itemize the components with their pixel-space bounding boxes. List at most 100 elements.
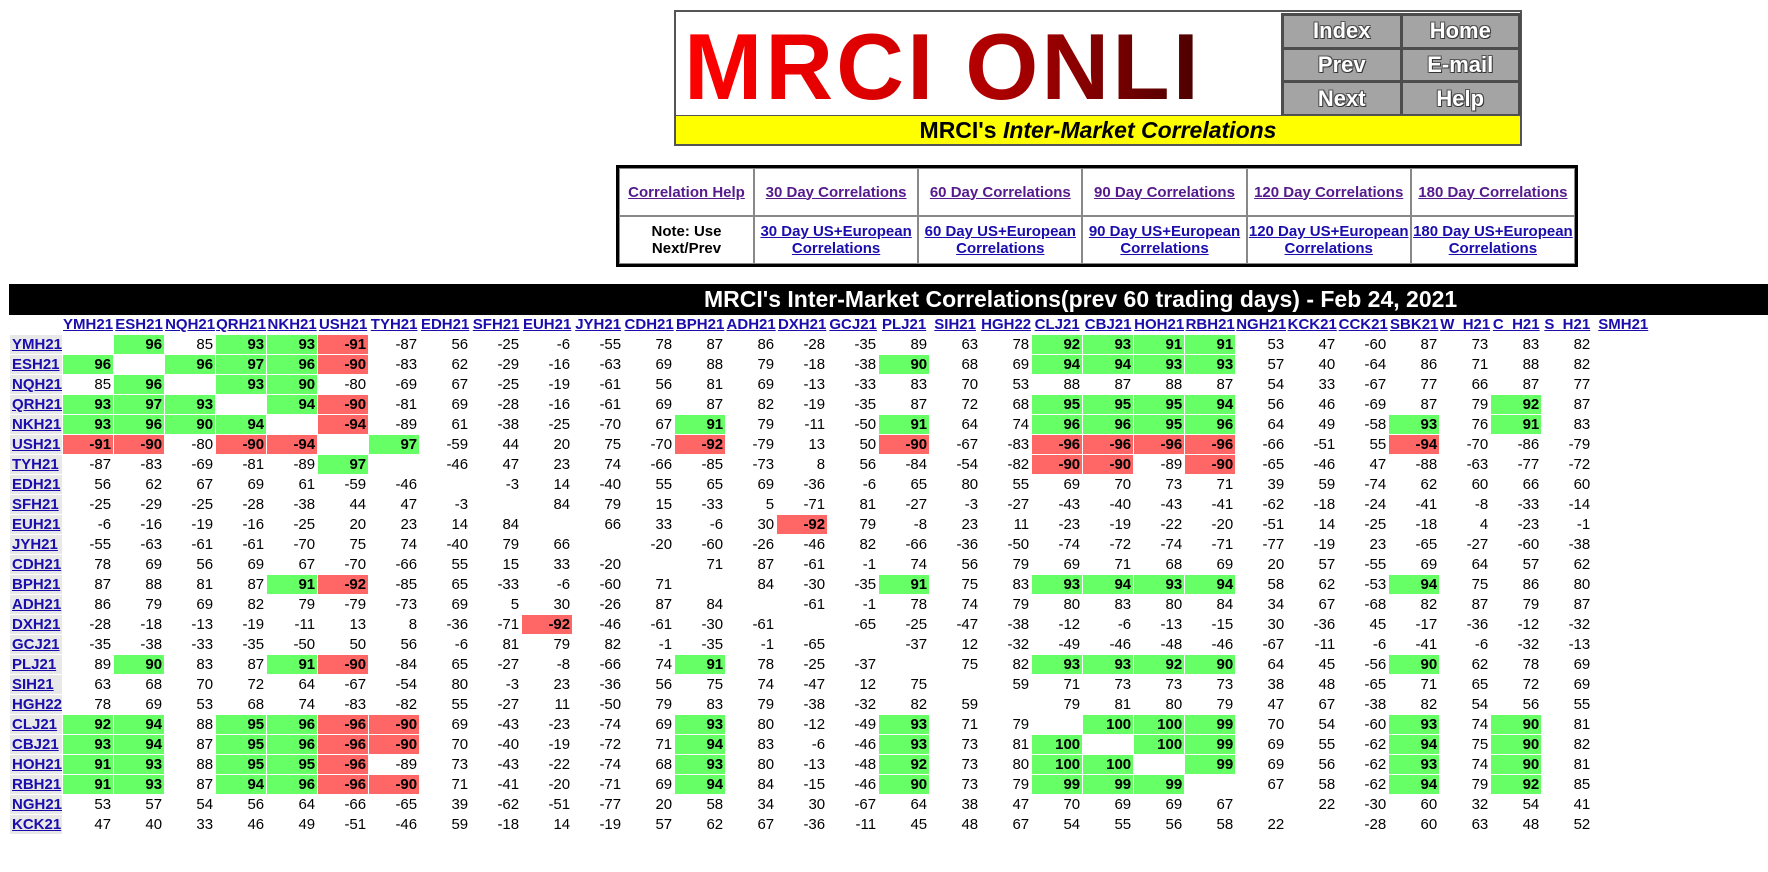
60-day-us-european-link[interactable]: 60 Day US+European Correlations — [924, 223, 1076, 257]
correlation-cell: 47 — [94, 816, 112, 833]
column-header-link[interactable]: CLJ21 — [1034, 316, 1080, 333]
row-header-link[interactable]: NGH21 — [12, 796, 63, 813]
120-day-correlations-link[interactable]: 120 Day Correlations — [1254, 183, 1404, 201]
column-header: SMH21 — [1593, 315, 1653, 334]
column-header-link[interactable]: CCK21 — [1338, 316, 1388, 333]
row-header-link[interactable]: USH21 — [12, 436, 61, 453]
column-header-link[interactable]: DXH21 — [777, 316, 827, 333]
row-header-link[interactable]: CBJ21 — [12, 736, 59, 753]
correlation-cell: -59 — [446, 436, 469, 453]
column-header-link[interactable]: YMH21 — [63, 316, 114, 333]
row-header-link[interactable]: KCK21 — [12, 816, 62, 833]
180-day-correlations-link[interactable]: 180 Day Correlations — [1418, 183, 1568, 201]
row-header-link[interactable]: EDH21 — [12, 476, 61, 493]
correlation-cell: 44 — [349, 496, 367, 513]
column-header-link[interactable]: HGH22 — [981, 316, 1032, 333]
next-button[interactable]: Next — [1284, 83, 1400, 114]
column-header-link[interactable]: HOH21 — [1134, 316, 1185, 333]
row-header-link[interactable]: ESH21 — [12, 356, 60, 373]
link-cell: Correlation Help — [619, 168, 754, 216]
column-header-link[interactable]: SMH21 — [1598, 316, 1649, 333]
row-header: KCK21 — [10, 815, 63, 834]
column-header-link[interactable]: EUH21 — [522, 316, 572, 333]
correlation-cell: 100 — [1134, 715, 1185, 734]
column-header-link[interactable]: C_H21 — [1492, 316, 1540, 333]
column-header-link[interactable]: ESH21 — [115, 316, 163, 333]
row-header-link[interactable]: EUH21 — [12, 516, 61, 533]
120-day-us-european-link[interactable]: 120 Day US+European Correlations — [1248, 223, 1409, 257]
column-header-link[interactable]: GCJ21 — [829, 316, 877, 333]
60-day-correlations-link[interactable]: 60 Day Correlations — [929, 183, 1071, 201]
correlation-cell: -70 — [1466, 436, 1489, 453]
column-header-link[interactable]: USH21 — [318, 316, 368, 333]
row-header-link[interactable]: HOH21 — [12, 756, 63, 773]
90-day-us-european-link[interactable]: 90 Day US+European Correlations — [1088, 223, 1241, 257]
row-header-link[interactable]: BPH21 — [12, 576, 61, 593]
row-header-link[interactable]: NKH21 — [12, 416, 62, 433]
180-day-us-european-link[interactable]: 180 Day US+European Correlations — [1413, 223, 1573, 257]
column-header-link[interactable]: W_H21 — [1440, 316, 1491, 333]
correlation-cell: 62 — [1318, 576, 1336, 593]
column-header-link[interactable]: NQH21 — [165, 316, 216, 333]
correlation-help-link[interactable]: Correlation Help — [628, 183, 745, 201]
correlation-cell: 81 — [1012, 736, 1030, 753]
correlation-cell: -61 — [599, 376, 622, 393]
row-header-link[interactable]: NQH21 — [12, 376, 63, 393]
correlation-cell: 74 — [1012, 416, 1030, 433]
correlation-cell: -80 — [344, 376, 367, 393]
row-header-link[interactable]: CLJ21 — [12, 716, 58, 733]
correlation-cell: -27 — [497, 696, 520, 713]
row-header-link[interactable]: ADH21 — [12, 596, 62, 613]
column-header-link[interactable]: CDH21 — [624, 316, 674, 333]
correlation-cell: 79 — [298, 596, 316, 613]
row-header-link[interactable]: RBH21 — [12, 776, 62, 793]
help-button[interactable]: Help — [1402, 83, 1518, 114]
correlation-cell: 87 — [196, 736, 214, 753]
correlation-cell: -61 — [803, 556, 826, 573]
column-header-link[interactable]: SBK21 — [1390, 316, 1439, 333]
row-header-link[interactable]: TYH21 — [12, 456, 59, 473]
mrci-online-logo[interactable]: MRCI ONLINE — [684, 18, 1202, 116]
column-header-link[interactable]: NGH21 — [1236, 316, 1287, 333]
column-header-link[interactable]: JYH21 — [575, 316, 622, 333]
column-header-link[interactable]: SIH21 — [934, 316, 976, 333]
column-header-link[interactable]: KCK21 — [1287, 316, 1337, 333]
column-header-link[interactable]: CBJ21 — [1084, 316, 1132, 333]
column-header-link[interactable]: PLJ21 — [882, 316, 927, 333]
row-header-link[interactable]: SIH21 — [12, 676, 54, 693]
row-header-link[interactable]: YMH21 — [12, 336, 63, 353]
email-button[interactable]: E-mail — [1402, 49, 1518, 81]
correlation-cell — [1593, 535, 1653, 554]
row-header-link[interactable]: DXH21 — [12, 616, 61, 633]
column-header-link[interactable]: EDH21 — [420, 316, 470, 333]
correlation-cell: 53 — [196, 696, 214, 713]
row-header-link[interactable]: JYH21 — [12, 536, 58, 553]
correlation-cell — [1593, 755, 1653, 774]
column-header-link[interactable]: NKH21 — [267, 316, 317, 333]
row-header-link[interactable]: HGH22 — [12, 696, 63, 713]
row-header-link[interactable]: GCJ21 — [12, 636, 60, 653]
correlation-cell: -90 — [318, 355, 369, 374]
column-header-link[interactable]: QRH21 — [216, 316, 267, 333]
90-day-correlations-link[interactable]: 90 Day Correlations — [1094, 183, 1235, 201]
correlation-cell — [1593, 795, 1653, 814]
30-day-us-european-link[interactable]: 30 Day US+European Correlations — [760, 223, 912, 257]
column-header-link[interactable]: RBH21 — [1185, 316, 1235, 333]
column-header-link[interactable]: TYH21 — [370, 316, 418, 333]
correlation-cell: 53 — [94, 796, 112, 813]
index-button[interactable]: Index — [1284, 16, 1400, 47]
row-header-link[interactable]: PLJ21 — [12, 656, 57, 673]
30-day-correlations-link[interactable]: 30 Day Correlations — [765, 183, 907, 201]
correlation-cell: -12 — [1517, 616, 1540, 633]
correlation-cell: -91 — [318, 335, 369, 354]
column-header-link[interactable]: S_H21 — [1544, 316, 1591, 333]
column-header-link[interactable]: SFH21 — [472, 316, 520, 333]
prev-button[interactable]: Prev — [1284, 49, 1400, 81]
column-header-link[interactable]: BPH21 — [675, 316, 725, 333]
row-header-link[interactable]: CDH21 — [12, 556, 62, 573]
row-header-link[interactable]: SFH21 — [12, 496, 59, 513]
correlation-cell: 69 — [1063, 476, 1081, 493]
column-header-link[interactable]: ADH21 — [726, 316, 776, 333]
home-button[interactable]: Home — [1402, 16, 1518, 47]
row-header-link[interactable]: QRH21 — [12, 396, 63, 413]
